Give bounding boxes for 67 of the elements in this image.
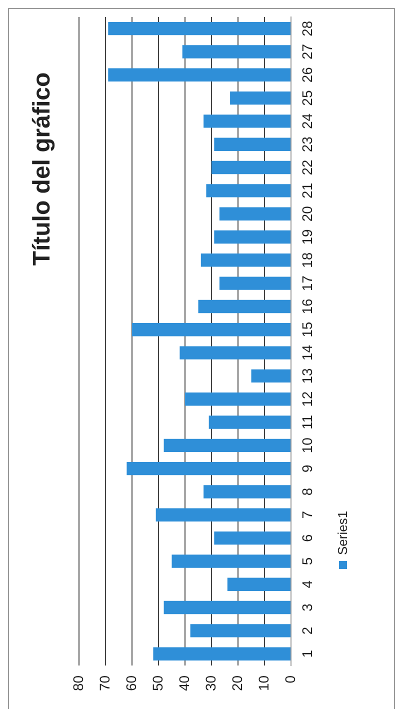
- text: Series1: [335, 510, 350, 555]
- y-tick-label: 5: [298, 557, 315, 566]
- bar: [185, 392, 290, 406]
- y-tick-label: 14: [298, 344, 315, 361]
- bar: [172, 554, 290, 568]
- y-tick-label: 2: [298, 626, 315, 635]
- text: Título del gráfico: [28, 72, 56, 266]
- x-tick-label: 0: [282, 675, 298, 684]
- y-tick-label: 7: [298, 510, 315, 519]
- y-tick-label: 19: [298, 229, 315, 245]
- bar: [214, 138, 290, 151]
- bar: [200, 254, 290, 267]
- y-tick-label: 8: [298, 488, 315, 496]
- bar: [156, 508, 290, 522]
- y-tick-label: 22: [298, 160, 315, 176]
- bar: [208, 416, 290, 429]
- x-tick-label: 10: [255, 675, 272, 692]
- y-tick-label: 17: [298, 275, 315, 292]
- bar: [132, 323, 290, 336]
- bar: [198, 300, 290, 314]
- bar: [214, 531, 290, 545]
- x-tick-label: 40: [176, 675, 192, 692]
- bar: [108, 68, 290, 82]
- bar: [190, 624, 290, 638]
- y-tick-label: 9: [298, 464, 315, 472]
- y-tick-label: 11: [298, 414, 315, 430]
- bar: [204, 485, 290, 498]
- y-tick-label: 15: [298, 322, 315, 338]
- y-tick-label: 27: [298, 44, 315, 60]
- bar: [212, 160, 290, 174]
- y-tick-label: 26: [298, 66, 315, 83]
- y-tick-label: 12: [298, 391, 315, 407]
- x-tick-label: 80: [70, 675, 86, 692]
- y-tick-label: 16: [298, 298, 315, 314]
- x-tick-label: 60: [122, 675, 139, 692]
- x-tick-label: 70: [96, 675, 112, 692]
- y-tick-label: 23: [298, 136, 315, 152]
- bar: [227, 578, 290, 591]
- y-tick-label: 13: [298, 368, 315, 384]
- y-tick-label: 1: [298, 650, 315, 658]
- y-tick-label: 10: [298, 437, 315, 454]
- bar: [164, 600, 290, 614]
- bar: [126, 462, 290, 476]
- x-tick-label: 50: [149, 675, 166, 692]
- y-tick-label: 18: [298, 252, 315, 268]
- y-tick-label: 25: [298, 90, 315, 106]
- y-tick-label: 20: [298, 206, 315, 222]
- bar: [206, 184, 290, 198]
- bar: [153, 647, 290, 660]
- bar: [180, 346, 290, 360]
- bar: [219, 207, 290, 220]
- bar: [204, 114, 290, 128]
- bar: [251, 369, 290, 383]
- y-tick-label: 24: [298, 113, 315, 129]
- y-tick-label: 28: [298, 20, 315, 36]
- bar: [230, 91, 290, 105]
- bar: [108, 22, 290, 36]
- x-tick-label: 30: [202, 675, 218, 692]
- y-tick-label: 4: [298, 580, 315, 588]
- y-tick-label: 21: [298, 182, 315, 198]
- y-tick-label: 6: [298, 534, 315, 542]
- y-tick-label: 3: [298, 603, 315, 612]
- bar: [164, 438, 290, 452]
- bar: [214, 230, 290, 244]
- bar: [219, 276, 290, 290]
- bar: [182, 45, 290, 58]
- x-tick-label: 20: [228, 675, 245, 692]
